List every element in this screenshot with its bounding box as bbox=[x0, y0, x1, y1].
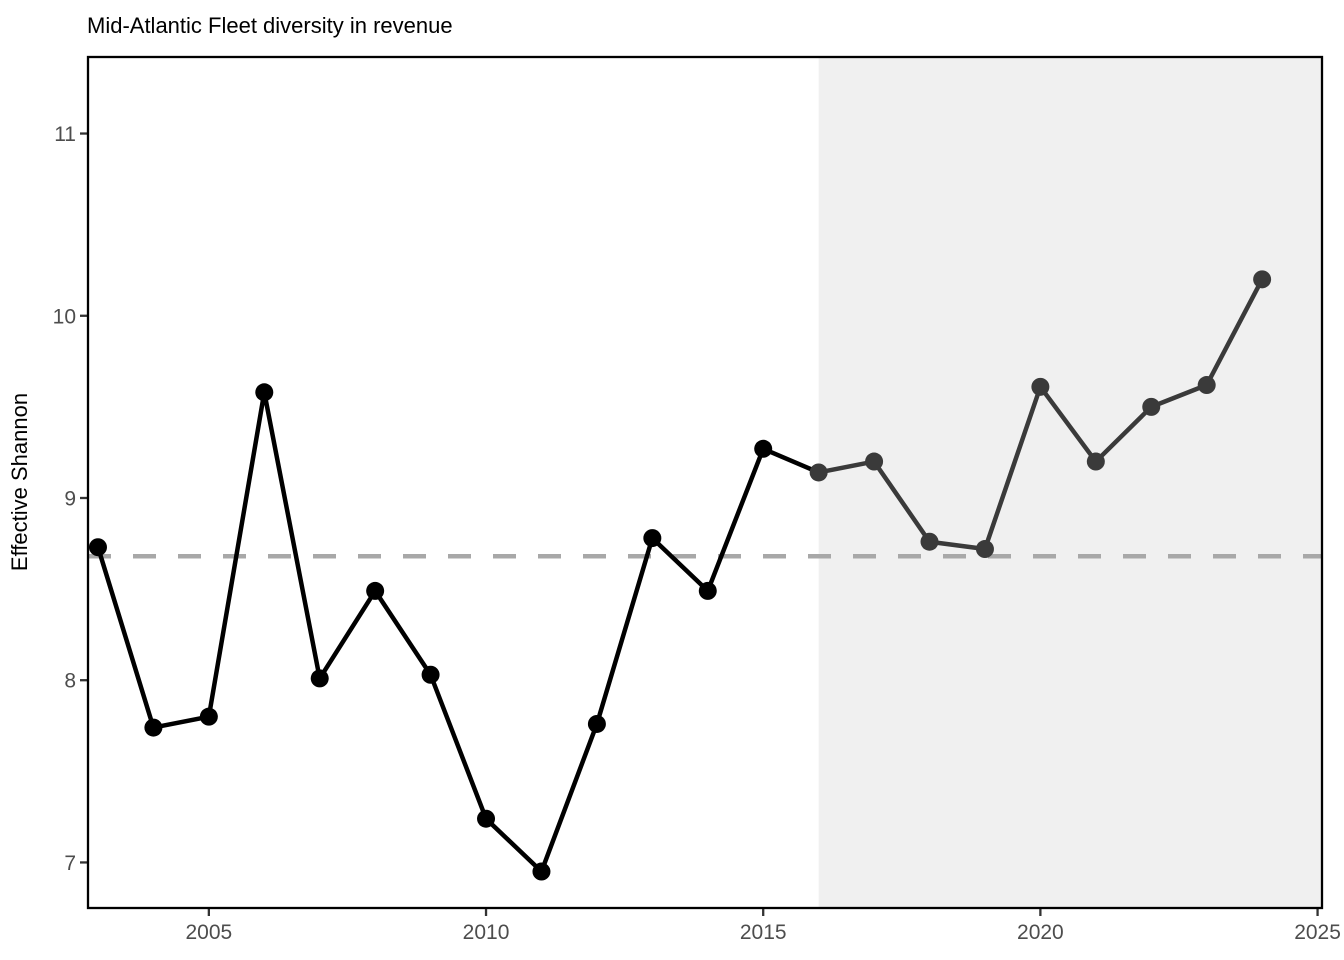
y-tick-label: 11 bbox=[54, 123, 76, 146]
data-point-2023 bbox=[1197, 376, 1216, 395]
data-point-2005 bbox=[199, 707, 218, 726]
axes-layer: 7 8 9 10 11 2005 2010 2015 2020 2025 bbox=[53, 55, 1341, 944]
data-point-2013 bbox=[643, 529, 662, 548]
chart-title: Mid-Atlantic Fleet diversity in revenue bbox=[87, 13, 453, 38]
x-tick-label: 2025 bbox=[1294, 921, 1341, 944]
forecast-shade-layer bbox=[818, 57, 1322, 908]
data-point-2016 bbox=[809, 463, 828, 482]
data-point-2003 bbox=[88, 538, 107, 557]
data-point-2011 bbox=[532, 862, 551, 881]
data-point-2010 bbox=[477, 809, 496, 828]
series-line-historical bbox=[95, 390, 820, 874]
data-point-2018 bbox=[920, 532, 939, 551]
data-point-2004 bbox=[144, 718, 163, 737]
x-tick-label: 2005 bbox=[185, 921, 232, 944]
data-point-2012 bbox=[587, 714, 606, 733]
data-point-2015 bbox=[754, 439, 773, 458]
data-point-2022 bbox=[1142, 397, 1161, 416]
x-tick-label: 2015 bbox=[740, 921, 787, 944]
data-point-2007 bbox=[310, 669, 329, 688]
data-point-2021 bbox=[1086, 452, 1105, 471]
x-tick-label: 2020 bbox=[1017, 921, 1064, 944]
y-tick-label: 7 bbox=[64, 852, 76, 875]
data-point-2014 bbox=[698, 581, 717, 600]
panel-border bbox=[86, 55, 1324, 910]
data-point-2017 bbox=[865, 452, 884, 471]
data-point-2019 bbox=[975, 540, 994, 559]
data-point-2006 bbox=[255, 383, 274, 402]
y-tick-label: 9 bbox=[64, 487, 76, 510]
data-point-2020 bbox=[1031, 377, 1050, 396]
forecast-shade bbox=[818, 57, 1322, 908]
y-axis-title: Effective Shannon bbox=[7, 393, 32, 571]
data-point-2024 bbox=[1253, 270, 1272, 289]
series-layer bbox=[88, 270, 1272, 881]
y-tick-label: 8 bbox=[64, 670, 76, 693]
data-point-2009 bbox=[421, 665, 440, 684]
y-tick-label: 10 bbox=[53, 305, 76, 328]
x-tick-label: 2010 bbox=[463, 921, 510, 944]
data-point-2008 bbox=[366, 581, 385, 600]
